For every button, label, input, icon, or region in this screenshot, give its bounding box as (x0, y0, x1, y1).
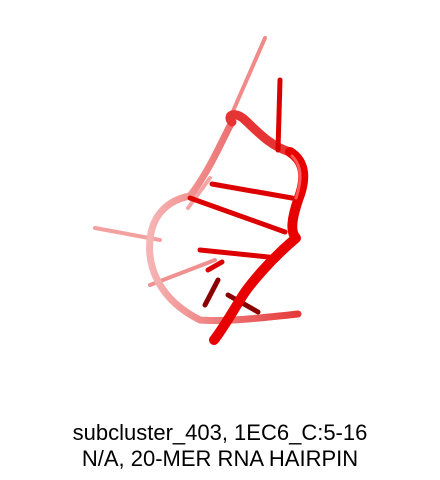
base-rungs (187, 77, 295, 315)
back-bases (93, 36, 267, 287)
backbone-top-loop (225, 110, 295, 157)
backbone-highlight (290, 154, 302, 200)
caption-line-2: N/A, 20-MER RNA HAIRPIN (81, 446, 359, 471)
faded-backbone-loop (146, 118, 302, 325)
caption-line-1: subcluster_403, 1EC6_C:5-16 (72, 420, 368, 445)
rna-hairpin-structure-image (93, 36, 309, 345)
backbone-front (209, 147, 309, 345)
structure-caption: subcluster_403, 1EC6_C:5-16 N/A, 20-MER … (0, 420, 440, 472)
